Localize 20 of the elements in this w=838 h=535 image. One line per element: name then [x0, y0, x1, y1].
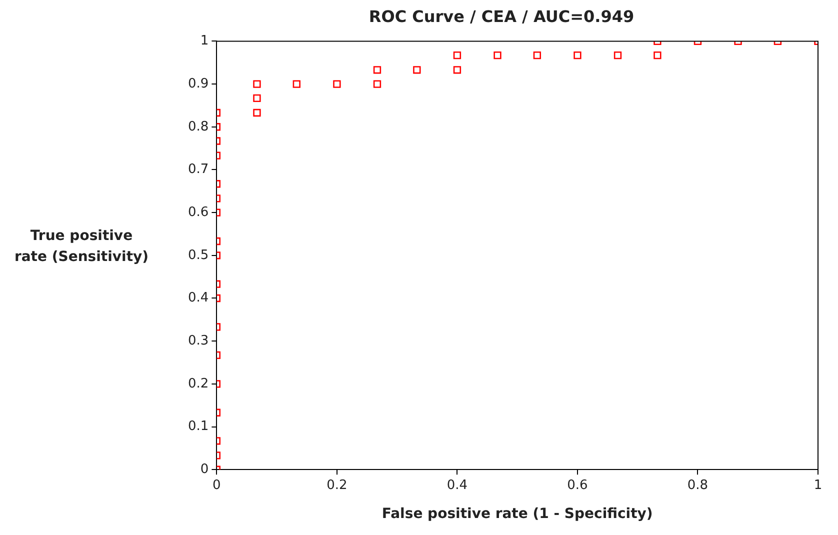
- x-tick-label: 0.8: [687, 478, 708, 493]
- y-tick-label: 0.9: [188, 76, 209, 92]
- y-tick-label: 0.1: [188, 419, 209, 434]
- y-tick-label: 0.3: [188, 333, 209, 348]
- y-tick-label: 0.2: [188, 376, 209, 392]
- y-tick-label: 0.7: [188, 162, 209, 178]
- y-tick-label: 0: [200, 462, 209, 477]
- y-tick-label: 0.5: [188, 248, 209, 263]
- x-tick-label: 0: [212, 478, 221, 493]
- x-tick-label: 0.2: [326, 478, 348, 493]
- x-tick-label: 1: [814, 478, 822, 493]
- y-tick-label: 1: [200, 34, 209, 49]
- x-tick-label: 0.6: [567, 478, 588, 493]
- chart-title: ROC Curve / CEA / AUC=0.949: [368, 6, 634, 26]
- y-tick-label: 0.8: [188, 119, 209, 134]
- y-tick-label: 0.6: [188, 204, 209, 220]
- x-tick-label: 0.4: [446, 478, 468, 493]
- x-axis-title: False positive rate (1 - Specificity): [382, 506, 653, 522]
- y-axis-title: True positive rate (Sensitivity): [14, 227, 149, 267]
- y-tick-label: 0.4: [188, 290, 209, 306]
